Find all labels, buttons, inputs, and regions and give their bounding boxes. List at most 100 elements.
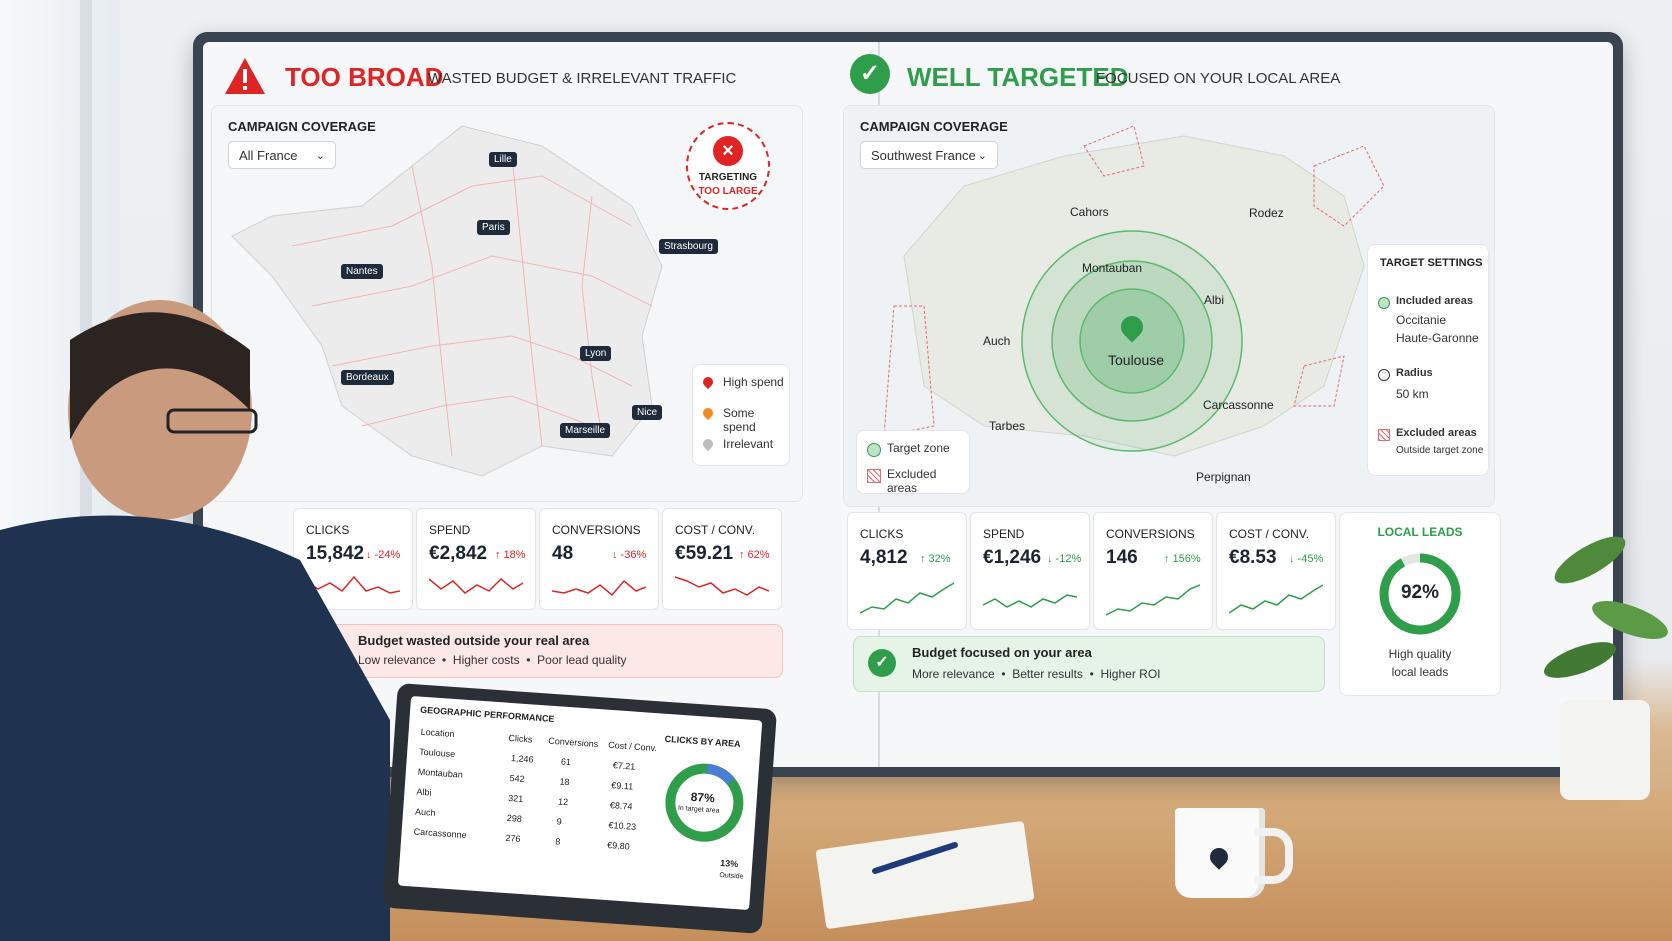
warning-triangle-icon [225,58,265,94]
kpi-clicks: CLICKS 4,812 ↑ 32% [847,512,967,630]
radius-label: Radius [1396,367,1433,379]
kpi-sparkline [1229,584,1323,614]
kpi-delta: ↑ 156% [1164,553,1201,565]
irrelevant-pin-icon [700,436,716,452]
chevron-down-icon: ⌄ [315,149,325,162]
table-cell: €9.80 [606,840,631,852]
kpi-label: COST / CONV. [675,523,756,537]
city-tag-marseille: Marseille [560,423,611,438]
mug-handle [1255,828,1293,884]
coverage-label: CAMPAIGN COVERAGE [860,119,1008,134]
clock-icon [1378,369,1390,381]
table-row: Montauban [417,766,464,780]
city-tag-lyon: Lyon [580,346,612,361]
kpi-label: CLICKS [860,527,904,541]
kpi-delta: ↓ -12% [1047,553,1082,565]
table-cell: 298 [506,812,523,824]
kpi-spend: SPEND €1,246 ↓ -12% [970,512,1090,630]
location-pin-icon [1206,844,1232,870]
banner-items: More relevance • Better results • Higher… [912,667,1161,681]
laptop-screen: GEOGRAPHIC PERFORMANCE Location Clicks C… [397,695,763,911]
included-region: Occitanie [1396,313,1447,327]
check-circle-icon: ✓ [868,649,896,677]
kpi-value: 48 [552,543,574,564]
leads-donut [1379,553,1461,635]
laptop-table-title: GEOGRAPHIC PERFORMANCE [419,704,555,724]
included-area-icon [1378,297,1390,309]
city-tag-nantes: Nantes [341,264,383,279]
well-targeted-title: WELL TARGETED [907,62,1129,92]
coverage-select-value: Southwest France [871,147,976,163]
city-tag-bordeaux: Bordeaux [341,370,394,385]
leads-donut-arc [1379,553,1461,635]
budget-focused-banner: ✓ Budget focused on your area More relev… [853,636,1325,692]
kpi-value: €59.21 [675,543,734,564]
city-tarbes: Tarbes [989,419,1026,433]
city-cahors: Cahors [1070,205,1109,219]
leads-caption-2: local leads [1391,665,1449,679]
table-cell: 8 [554,836,561,847]
city-auch: Auch [983,334,1011,348]
table-cell: 12 [557,796,569,808]
kpi-conversions: CONVERSIONS 146 ↑ 156% [1093,512,1213,630]
kpi-label: SPEND [429,523,471,537]
badge-line-1: TARGETING [698,172,758,183]
well-targeted-panel: ✓ WELL TARGETED FOCUSED ON YOUR LOCAL AR… [843,42,1613,767]
table-cell: €10.23 [608,820,637,832]
col-location: Location [420,726,455,740]
legend-target-zone: Target zone [887,441,950,455]
col-cost-conv: Cost / Conv. [607,739,658,754]
kpi-sparkline [552,579,646,597]
city-carcassonne: Carcassonne [1203,398,1274,412]
donut-title: CLICKS BY AREA [664,733,741,750]
donut-value: 87% [690,789,716,806]
well-targeted-subtitle: FOCUSED ON YOUR LOCAL AREA [1096,70,1341,87]
included-department: Haute-Garonne [1396,331,1479,345]
kpi-label: CONVERSIONS [1106,527,1195,541]
chevron-down-icon: ⌄ [977,149,987,162]
broad-map-card: Lille Paris Strasbourg Nantes Lyon Borde… [211,105,803,502]
excluded-area-icon [1378,429,1390,441]
kpi-value: €2,842 [429,543,488,564]
kpi-value: €1,246 [983,547,1042,568]
banner-items: Low relevance • Higher costs • Poor lead… [358,653,627,667]
kpi-cost-per-conv: COST / CONV. €59.21 ↑ 62% [662,508,782,610]
table-cell: 542 [509,773,525,785]
city-perpignan: Perpignan [1196,470,1251,484]
kpi-sparkline [1106,584,1200,616]
clicks-by-area-donut [665,763,744,842]
city-tag-paris: Paris [477,220,510,235]
plant [1544,536,1668,800]
kpi-sparkline [860,582,954,614]
table-row: Toulouse [418,746,456,760]
coverage-select[interactable]: All France ⌄ [228,141,336,169]
kpi-delta: ↓ -36% [612,549,647,561]
coverage-label: CAMPAIGN COVERAGE [228,119,376,134]
kpi-conversions: CONVERSIONS 48 ↓ -36% [539,508,659,610]
check-circle-icon: ✓ [850,54,890,94]
coverage-select[interactable]: Southwest France ⌄ [860,141,998,169]
too-broad-subtitle: WASTED BUDGET & IRRELEVANT TRAFFIC [428,70,737,87]
kpi-sparkline [983,594,1077,608]
kpi-spend: SPEND €2,842 ↑ 18% [416,508,536,610]
city-tag-strasbourg: Strasbourg [659,239,718,254]
laptop: GEOGRAPHIC PERFORMANCE Location Clicks C… [382,683,778,934]
table-cell: 9 [556,816,563,827]
kpi-value: €8.53 [1229,547,1277,568]
table-row: Auch [414,806,436,818]
city-montauban: Montauban [1082,261,1143,275]
table-cell: 18 [559,776,570,788]
outside-value: 13% [719,857,739,870]
col-conversions: Conversions [547,735,599,750]
kpi-value: 15,842 [306,543,365,564]
table-cell: 1,246 [510,753,534,765]
table-cell: €8.74 [609,800,633,812]
dashboard-screen: TOO BROAD WASTED BUDGET & IRRELEVANT TRA… [203,42,1613,767]
coffee-mug [1175,808,1265,898]
close-circle-icon: × [713,136,743,166]
spend-legend: High spend Some spend Irrelevant [692,364,790,466]
kpi-delta: ↑ 32% [920,553,951,565]
targeting-too-large-badge: × TARGETING TOO LARGE [686,122,770,210]
legend-excluded-areas: Excluded areas [887,467,937,495]
table-cell: 321 [507,792,524,805]
